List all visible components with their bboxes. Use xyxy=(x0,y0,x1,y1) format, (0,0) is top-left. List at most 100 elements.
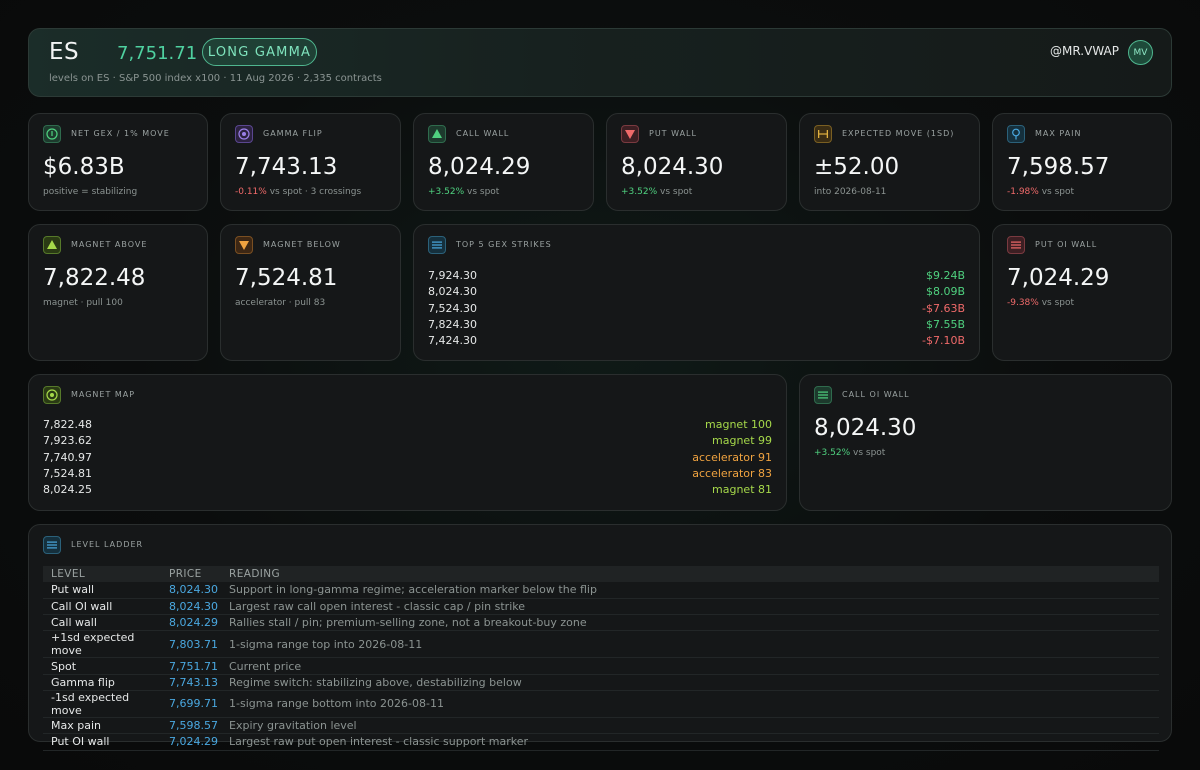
call-oi-wall-sub-rest: vs spot xyxy=(850,448,886,458)
put-oi-wall-sub-rest: vs spot xyxy=(1038,298,1075,308)
magnet-level: 8,024.25 xyxy=(43,483,92,497)
list-icon xyxy=(43,536,61,554)
ladder-reading: Regime switch: stabilizing above, destab… xyxy=(221,674,1159,691)
magnet-below-value: 7,524.81 xyxy=(235,265,338,291)
strike-gex-value: -$7.10B xyxy=(921,334,965,348)
list-icon xyxy=(428,236,446,254)
strike-gex-value: $9.24B xyxy=(925,269,965,282)
username[interactable]: @MR.VWAP xyxy=(1050,44,1119,58)
ladder-level: +1sd expected move xyxy=(43,630,161,659)
level-ladder-table: LEVEL PRICE READING Put wall 8,024.30 Supp… xyxy=(43,566,1159,751)
list-item: 7,824.30 $7.55B xyxy=(428,318,965,334)
call-oi-wall-change: +3.52% xyxy=(814,448,851,458)
table-row[interactable]: -1sd expected move 7,699.71 1-sigma range … xyxy=(43,690,1159,718)
header-bar: ES 7,751.71 LONG GAMMA levels on ES · S&… xyxy=(28,28,1172,97)
table-row[interactable]: Gamma flip 7,743.13 Regime switch: stabili… xyxy=(43,674,1159,691)
magnet-level: 7,822.48 xyxy=(43,418,92,431)
call-wall-card: CALL WALL 8,024.29 +3.52% vs spot xyxy=(413,113,594,211)
ladder-level: Put OI wall xyxy=(43,733,161,751)
top-gex-strikes-label: TOP 5 GEX STRIKES xyxy=(456,240,552,249)
call-wall-value: 8,024.29 xyxy=(428,154,531,180)
call-wall-sub-rest: vs spot xyxy=(464,187,500,197)
magnet-tag: magnet 100 xyxy=(705,418,772,431)
top-gex-strikes-card: TOP 5 GEX STRIKES 7,924.30 $9.24B 8,024.30… xyxy=(413,224,980,361)
magnet-level: 7,923.62 xyxy=(43,434,92,448)
ladder-price: 7,751.71 xyxy=(161,657,221,675)
ladder-level: Call wall xyxy=(43,614,161,632)
magnet-map-card: MAGNET MAP 7,822.48 magnet 100 7,923.62 mag… xyxy=(28,374,787,511)
net-gex-card: NET GEX / 1% MOVE $6.83B positive = stab… xyxy=(28,113,208,211)
put-oi-wall-change: -9.38% xyxy=(1007,298,1039,308)
max-pain-sub-rest: vs spot xyxy=(1038,187,1075,197)
magnet-above-value: 7,822.48 xyxy=(43,265,146,291)
ladder-price: 7,598.57 xyxy=(161,717,221,735)
max-pain-value: 7,598.57 xyxy=(1007,154,1110,180)
strike-level: 7,524.30 xyxy=(428,301,477,315)
call-oi-wall-sub: +3.52% vs spot xyxy=(814,448,885,458)
table-row[interactable]: Call wall 8,024.29 Rallies stall / pin; pr… xyxy=(43,614,1159,632)
ladder-price: 7,699.71 xyxy=(161,690,221,718)
table-row[interactable]: Put wall 8,024.30 Support in long-gamma re… xyxy=(43,582,1159,599)
table-row[interactable]: Spot 7,751.71 Current price xyxy=(43,657,1159,675)
level-ladder-label: LEVEL LADDER xyxy=(71,540,144,549)
expected-move-card: EXPECTED MOVE (1sd) ±52.00 into 2026-08-… xyxy=(799,113,980,211)
info-icon xyxy=(43,125,61,143)
ladder-level: Call OI wall xyxy=(43,598,161,616)
ladder-reading: 1-sigma range bottom into 2026-08-11 xyxy=(221,690,1159,718)
gamma-flip-card: GAMMA FLIP 7,743.13 -0.11% vs spot · 3 c… xyxy=(220,113,401,211)
expected-move-sub: into 2026-08-11 xyxy=(814,187,887,197)
header-subtitle: levels on ES · S&P 500 index x100 · 11 A… xyxy=(49,73,382,84)
level-ladder-card: LEVEL LADDER LEVEL PRICE READING Put wal… xyxy=(28,524,1172,751)
ladder-reading: Rallies stall / pin; premium-selling zon… xyxy=(221,614,1159,632)
list-item: 7,524.81 accelerator 83 xyxy=(43,467,772,483)
net-gex-label: NET GEX / 1% MOVE xyxy=(71,129,170,138)
max-pain-card: MAX PAIN 7,598.57 -1.98% vs spot xyxy=(992,113,1172,211)
table-row[interactable]: Call OI wall 8,024.30 Largest raw call ope… xyxy=(43,598,1159,616)
net-gex-sub: positive = stabilizing xyxy=(43,187,138,197)
put-wall-card: PUT WALL 8,024.30 +3.52% vs spot xyxy=(606,113,787,211)
ladder-price: 8,024.29 xyxy=(161,614,221,632)
ladder-price: 8,024.30 xyxy=(161,598,221,616)
list-item: 7,424.30 -$7.10B xyxy=(428,334,965,350)
table-row[interactable]: Put OI wall 7,024.29 Largest raw put open … xyxy=(43,733,1159,751)
column-header-price[interactable]: PRICE xyxy=(161,566,221,582)
list-item: 7,524.30 -$7.63B xyxy=(428,302,965,318)
ladder-reading: Current price xyxy=(221,657,1159,675)
column-header-reading[interactable]: READING xyxy=(221,566,1159,582)
ladder-level: Put wall xyxy=(43,582,161,599)
avatar[interactable]: MV xyxy=(1128,40,1153,65)
gamma-flip-sub-rest: vs spot · 3 crossings xyxy=(266,187,362,197)
strike-gex-value: $7.55B xyxy=(925,317,965,331)
put-wall-value: 8,024.30 xyxy=(621,154,724,180)
triangle-down-icon xyxy=(235,236,253,254)
column-header-level[interactable]: LEVEL xyxy=(43,566,161,582)
strike-level: 8,024.30 xyxy=(428,285,477,299)
strike-gex-value: -$7.63B xyxy=(921,301,965,315)
spot-price: 7,751.71 xyxy=(117,43,198,64)
table-row[interactable]: Max pain 7,598.57 Expiry gravitation level xyxy=(43,717,1159,735)
ladder-level: Spot xyxy=(43,657,161,675)
list-item: 7,822.48 magnet 100 xyxy=(43,418,772,434)
call-wall-sub: +3.52% vs spot xyxy=(428,187,499,197)
magnet-tag: accelerator 91 xyxy=(692,450,772,464)
ladder-level: Gamma flip xyxy=(43,674,161,691)
call-oi-wall-card: CALL OI WALL 8,024.30 +3.52% vs spot xyxy=(799,374,1172,511)
ladder-reading: Support in long-gamma regime; accelerati… xyxy=(221,582,1159,599)
call-wall-label: CALL WALL xyxy=(456,129,510,138)
put-wall-label: PUT WALL xyxy=(649,129,697,138)
list-icon xyxy=(814,386,832,404)
target-icon xyxy=(43,386,61,404)
ladder-reading: Largest raw call open interest - classic… xyxy=(221,598,1159,616)
strike-gex-value: $8.09B xyxy=(925,285,965,299)
ladder-price: 7,743.13 xyxy=(161,674,221,691)
list-item: 8,024.25 magnet 81 xyxy=(43,483,772,499)
magnet-level: 7,740.97 xyxy=(43,450,92,464)
ladder-reading: Largest raw put open interest - classic … xyxy=(221,733,1159,751)
gamma-flip-value: 7,743.13 xyxy=(235,154,338,180)
put-oi-wall-card: PUT OI WALL 7,024.29 -9.38% vs spot xyxy=(992,224,1172,361)
triangle-up-icon xyxy=(43,236,61,254)
table-row[interactable]: +1sd expected move 7,803.71 1-sigma range … xyxy=(43,630,1159,659)
symbol-title: ES xyxy=(49,39,80,65)
expected-move-label: EXPECTED MOVE (1sd) xyxy=(842,129,955,138)
call-oi-wall-label: CALL OI WALL xyxy=(842,390,910,399)
